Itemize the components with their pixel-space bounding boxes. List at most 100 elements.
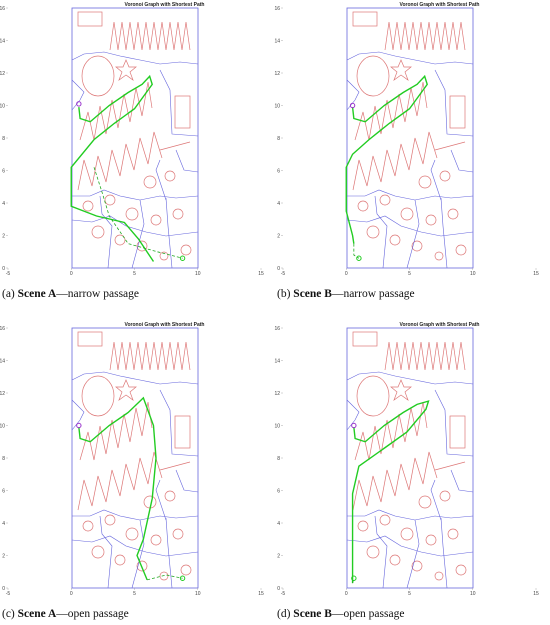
y-tick-label: 8 [277, 456, 280, 462]
goal-point [179, 575, 186, 581]
y-tick-label: 16 [0, 326, 5, 332]
x-tick-label: 0 [345, 591, 348, 597]
panel: Voronoi Graph with Shortest Path-5 0 5 10 15… [274, 2, 539, 300]
y-tick-label: 10 [274, 423, 280, 429]
path-line [70, 74, 155, 262]
scene-layout [71, 7, 199, 269]
caption-bold: Scene A [18, 288, 57, 300]
y-tick-label: 2 [2, 233, 5, 239]
caption: (d) Scene B—open passage [277, 608, 404, 620]
caption: (b) Scene B—narrow passage [277, 288, 415, 300]
chart-title: Voronoi Graph with Shortest Path [400, 322, 480, 328]
x-tick-label: 15 [258, 591, 264, 597]
y-tick-label: 16 [274, 6, 280, 12]
panel: Voronoi Graph with Shortest Path-5 0 5 10 15… [0, 2, 264, 300]
caption-bold: Scene A [18, 608, 57, 620]
y-tick-label: 0 [277, 266, 280, 272]
y-tick-label: 16 [274, 326, 280, 332]
x-tick-label: 0 [70, 591, 73, 597]
y-tick-label: 16 [0, 6, 5, 12]
start-point [351, 422, 357, 429]
x-tick-label: 15 [533, 591, 539, 597]
x-tick-label: 10 [470, 591, 476, 597]
x-tick-label: 10 [195, 271, 201, 277]
y-tick-label: 0 [2, 586, 5, 592]
y-tick-label: 8 [2, 136, 5, 142]
y-tick-label: 10 [274, 103, 280, 109]
y-tick-label: 4 [2, 521, 5, 527]
x-tick-label: 5 [133, 271, 136, 277]
y-tick-label: 12 [0, 391, 5, 397]
chart-title: Voronoi Graph with Shortest Path [125, 322, 205, 328]
y-tick-label: 14 [274, 358, 280, 364]
chart-title: Voronoi Graph with Shortest Path [125, 2, 205, 8]
start-point [76, 101, 82, 107]
y-tick-label: 4 [277, 521, 280, 527]
y-tick-label: 6 [2, 488, 5, 494]
path-line [345, 74, 428, 244]
x-tick-label: -5 [281, 591, 286, 597]
y-tick-label: 2 [277, 553, 280, 559]
caption-text: —narrow passage [55, 288, 139, 300]
goal-point [356, 255, 362, 261]
caption: (a) Scene A—narrow passage [2, 288, 139, 300]
caption-label: (b) [277, 288, 291, 300]
caption-text: —narrow passage [331, 288, 415, 300]
caption-label: (c) [2, 608, 15, 620]
goal-point [179, 255, 186, 261]
y-tick-label: 8 [277, 136, 280, 142]
y-tick-label: 12 [274, 391, 280, 397]
y-tick-label: 6 [277, 488, 280, 494]
path-line [147, 574, 183, 581]
y-tick-label: 10 [0, 423, 5, 429]
caption-bold: Scene B [293, 288, 332, 300]
scene-layout [346, 327, 474, 589]
y-tick-label: 6 [2, 168, 5, 174]
y-tick-label: 0 [2, 266, 5, 272]
y-tick-label: 14 [0, 358, 5, 364]
start-point [349, 102, 356, 109]
x-tick-label: 10 [470, 271, 476, 277]
caption-text: —open passage [331, 608, 405, 620]
caption: (c) Scene A—open passage [2, 608, 129, 620]
caption-text: —open passage [55, 608, 129, 620]
y-tick-label: 10 [0, 103, 5, 109]
path-line [351, 400, 430, 584]
x-tick-label: 15 [258, 271, 264, 277]
x-tick-label: 5 [133, 591, 136, 597]
x-tick-label: 15 [533, 271, 539, 277]
x-tick-label: -5 [6, 591, 11, 597]
y-tick-label: 2 [277, 233, 280, 239]
caption-bold: Scene B [293, 608, 332, 620]
y-tick-label: 0 [277, 586, 280, 592]
y-tick-label: 14 [0, 38, 5, 44]
y-tick-label: 14 [274, 38, 280, 44]
start-point [76, 422, 82, 429]
caption-label: (a) [2, 288, 15, 300]
y-tick-label: 12 [0, 71, 5, 77]
y-tick-label: 2 [2, 553, 5, 559]
goal-point [351, 575, 357, 581]
path-line [93, 167, 183, 259]
panels: Voronoi Graph with Shortest Path-5 0 5 10 15… [0, 2, 539, 620]
x-tick-label: 5 [408, 271, 411, 277]
x-tick-label: 0 [70, 271, 73, 277]
x-tick-label: 10 [195, 591, 201, 597]
y-tick-label: 4 [2, 201, 5, 207]
y-tick-label: 4 [277, 201, 280, 207]
scene-layout [346, 7, 474, 269]
y-tick-label: 6 [277, 168, 280, 174]
panel: Voronoi Graph with Shortest Path-5 0 5 10 15… [0, 322, 264, 620]
y-tick-label: 12 [274, 71, 280, 77]
chart-title: Voronoi Graph with Shortest Path [400, 2, 480, 8]
scene-layout [71, 327, 199, 589]
x-tick-label: 5 [408, 591, 411, 597]
x-tick-label: -5 [281, 271, 286, 277]
caption-label: (d) [277, 608, 291, 620]
panel: Voronoi Graph with Shortest Path-5 0 5 10 15… [274, 322, 539, 620]
y-tick-label: 8 [2, 456, 5, 462]
path-line [78, 396, 157, 581]
x-tick-label: 0 [345, 271, 348, 277]
x-tick-label: -5 [6, 271, 11, 277]
